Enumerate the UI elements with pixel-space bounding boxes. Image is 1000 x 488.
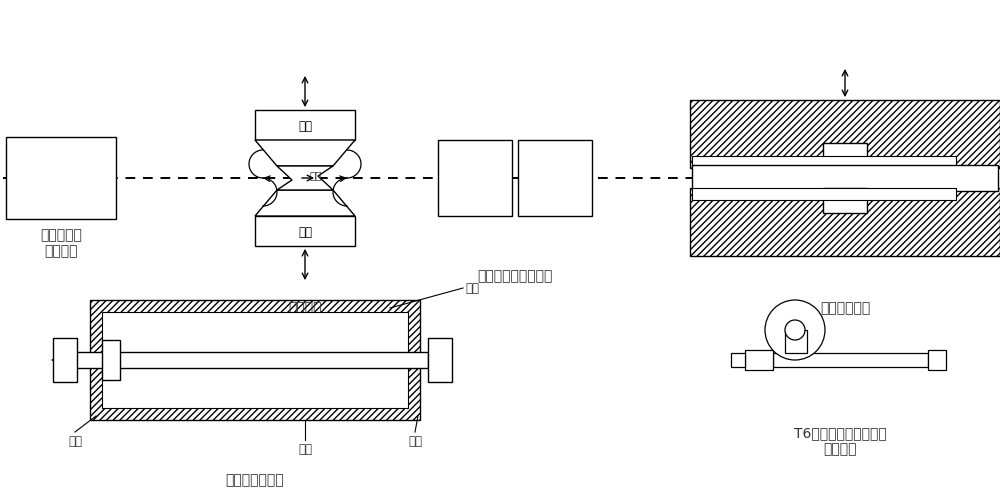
Text: T6热处理以及化学气相
沉积处理: T6热处理以及化学气相 沉积处理 <box>794 425 886 455</box>
Bar <box>785 330 807 353</box>
Bar <box>255 111 355 141</box>
Bar <box>53 338 77 382</box>
Circle shape <box>765 301 825 360</box>
Bar <box>690 189 1000 257</box>
Bar <box>102 360 408 408</box>
Text: 放入模具型腔: 放入模具型腔 <box>820 301 870 314</box>
Text: 二次重熔，分段切割: 二次重熔，分段切割 <box>477 268 553 283</box>
Circle shape <box>785 320 805 340</box>
Bar <box>255 217 355 246</box>
Bar <box>692 189 956 201</box>
Text: 锻件: 锻件 <box>309 170 322 180</box>
Bar <box>55 352 428 368</box>
Text: 径向锻造: 径向锻造 <box>288 301 322 314</box>
Bar <box>428 338 452 382</box>
Polygon shape <box>255 191 355 217</box>
Bar <box>90 301 420 420</box>
Bar <box>823 143 867 169</box>
Bar <box>690 101 1000 169</box>
Bar <box>823 189 867 214</box>
Text: 上模: 上模 <box>465 282 479 295</box>
Text: 芯轴: 芯轴 <box>408 434 422 447</box>
Bar <box>692 157 956 169</box>
Text: 芯轴: 芯轴 <box>68 434 82 447</box>
Bar <box>6 138 116 220</box>
Bar <box>102 312 408 360</box>
Text: 半固态触变模锻: 半固态触变模锻 <box>226 472 284 486</box>
Text: 锤头: 锤头 <box>298 226 312 239</box>
Bar <box>731 353 745 367</box>
Text: 铝合金棒材
预热保温: 铝合金棒材 预热保温 <box>40 227 82 258</box>
Bar <box>518 141 592 217</box>
Polygon shape <box>277 167 333 191</box>
Bar <box>745 350 773 370</box>
Text: 下模: 下模 <box>298 442 312 455</box>
Bar <box>438 141 512 217</box>
Bar <box>692 165 998 192</box>
Bar <box>773 353 928 367</box>
Bar <box>102 340 120 380</box>
Polygon shape <box>255 141 355 167</box>
Text: 锤头: 锤头 <box>298 120 312 133</box>
Bar <box>928 350 946 370</box>
